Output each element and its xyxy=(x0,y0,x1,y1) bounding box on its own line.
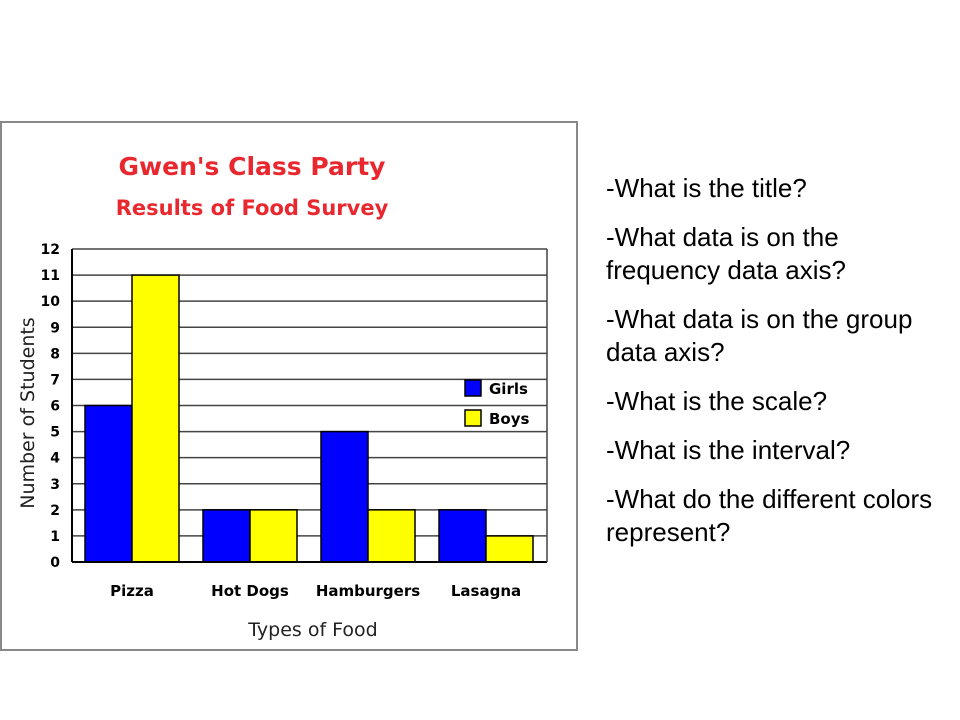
legend-label-boys: Boys xyxy=(489,410,530,428)
bar-girls-pizza xyxy=(84,404,133,563)
y-tick-label: 2 xyxy=(50,503,60,519)
category-label: Pizza xyxy=(110,582,154,600)
category-labels: Pizza Hot Dogs Hamburgers Lasagna xyxy=(110,582,521,600)
bar-girls-lasagna xyxy=(438,509,487,563)
bar-girls-hamburgers xyxy=(320,430,369,563)
y-tick-label: 11 xyxy=(41,268,60,284)
y-axis-title: Number of Students xyxy=(17,317,39,508)
question-colors: -What do the different colors represent? xyxy=(606,484,933,547)
y-tick-label: 12 xyxy=(41,242,60,258)
question-scale: -What is the scale? xyxy=(606,386,828,416)
bar-boys-hot-dogs xyxy=(249,509,298,563)
question-group-axis: -What data is on the group data axis? xyxy=(606,304,913,367)
chart-frame: Gwen's Class Party Results of Food Surve… xyxy=(0,121,578,651)
y-tick-label: 5 xyxy=(50,425,60,441)
bar-boys-hamburgers xyxy=(367,509,416,563)
category-label: Lasagna xyxy=(451,582,521,600)
legend-label-girls: Girls xyxy=(489,380,528,398)
bars xyxy=(84,274,534,563)
category-label: Hamburgers xyxy=(316,582,420,600)
y-tick-label: 0 xyxy=(50,555,60,571)
question-title: -What is the title? xyxy=(606,173,807,203)
y-tick-label: 6 xyxy=(50,399,60,415)
legend: Girls Boys xyxy=(464,379,530,428)
bar-girls-hot-dogs xyxy=(202,509,251,563)
x-axis-title: Types of Food xyxy=(247,619,378,641)
axes xyxy=(71,249,548,563)
question-interval: -What is the interval? xyxy=(606,435,851,465)
y-tick-label: 10 xyxy=(41,294,61,310)
legend-swatch-girls xyxy=(464,379,482,397)
y-tick-label: 4 xyxy=(50,451,60,467)
chart-title: Gwen's Class Party xyxy=(119,152,386,181)
question-list: -What is the title? -What data is on the… xyxy=(606,172,951,565)
bar-chart: Gwen's Class Party Results of Food Surve… xyxy=(17,152,548,641)
bar-boys-lasagna xyxy=(485,535,534,563)
y-tick-label: 1 xyxy=(50,529,60,545)
question-frequency-axis: -What data is on the frequency data axis… xyxy=(606,222,846,285)
y-tick-label: 9 xyxy=(50,320,60,336)
chart-subtitle: Results of Food Survey xyxy=(116,196,389,220)
y-tick-label: 8 xyxy=(50,346,60,362)
bar-boys-pizza xyxy=(131,274,180,563)
category-label: Hot Dogs xyxy=(211,582,289,600)
y-tick-label: 3 xyxy=(50,477,60,493)
y-tick-label: 7 xyxy=(50,372,60,388)
legend-swatch-boys xyxy=(464,409,482,427)
